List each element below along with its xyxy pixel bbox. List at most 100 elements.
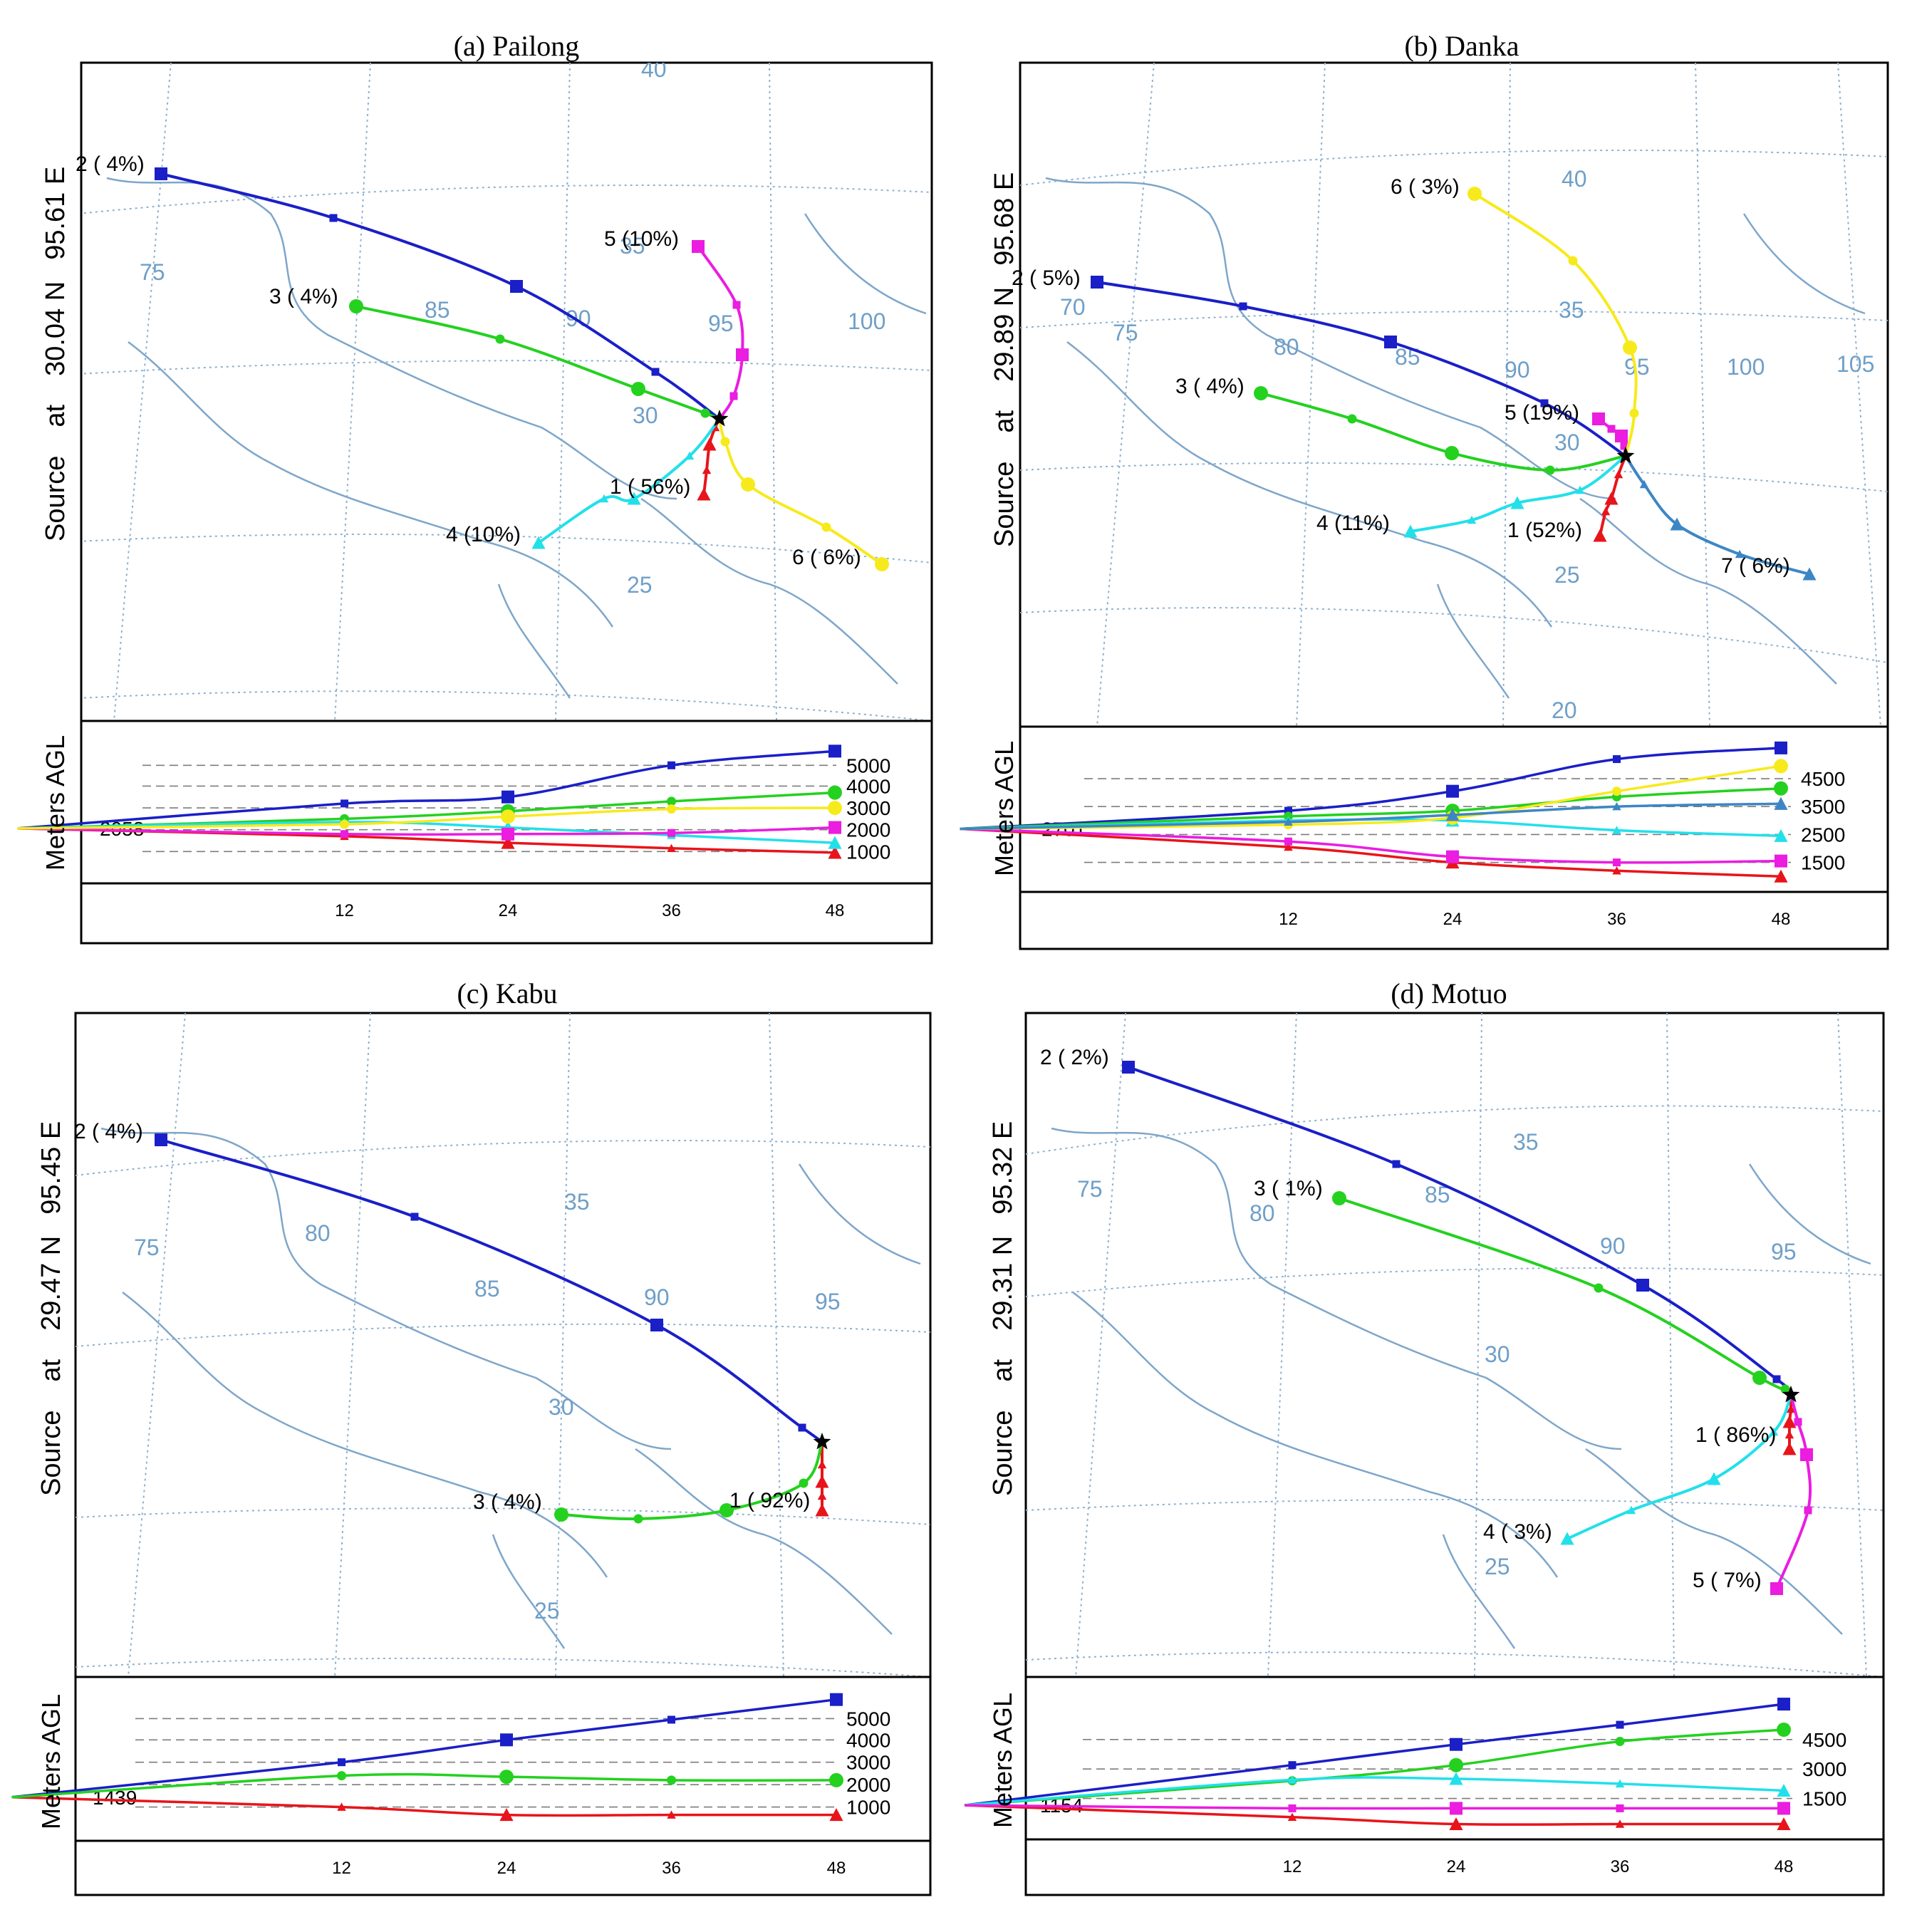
traj-label-3: 3 ( 4%) [473, 1490, 542, 1514]
height-marker-4 [1774, 829, 1788, 842]
traj-label-2: 2 ( 5%) [1012, 266, 1081, 290]
map-frame [1019, 61, 1889, 728]
height-marker-2 [1450, 1738, 1462, 1751]
height-marker-6 [1774, 759, 1788, 774]
trajectory-5-marker [1770, 1582, 1783, 1595]
trajectory-5-marker [1804, 1506, 1812, 1515]
height-marker-2 [828, 744, 841, 758]
panel-kabu: (c) Kabu 75 80 85 90 95 35 30 25 2 ( 4%) 3 ( 4%… [11, 977, 932, 1896]
longitude-gridline [1666, 1013, 1675, 1677]
graticule-label: 30 [633, 402, 658, 428]
trajectory-5-marker [1794, 1418, 1802, 1426]
graticule-label: 90 [644, 1284, 670, 1310]
height-marker-5 [1446, 850, 1459, 863]
latitude-gridline [1026, 1651, 1884, 1677]
source-word: Source [988, 1411, 1018, 1496]
trajectory-1-marker [1782, 1442, 1797, 1455]
hour-tick-label: 24 [1443, 910, 1462, 929]
height-marker-2 [341, 799, 348, 808]
traj-label-2: 2 ( 4%) [74, 1120, 143, 1143]
height-line-2 [960, 747, 1782, 831]
hour-tick-label: 12 [1279, 910, 1298, 929]
height-tick-label: 4500 [1801, 768, 1845, 790]
graticule-label: 75 [140, 259, 165, 285]
trajectory-2 [1128, 1066, 1794, 1396]
hour-tick-label: 12 [332, 1859, 351, 1878]
height-marker-5 [1777, 1802, 1790, 1815]
coastline [128, 341, 614, 628]
graticule-label: 25 [534, 1598, 560, 1624]
trajectory-labels: 2 ( 4%) 3 ( 4%) 1 ( 92%) [74, 1120, 810, 1514]
graticule-label: 90 [1600, 1233, 1626, 1259]
trajectory-2-marker [651, 368, 660, 376]
graticule-label: 25 [1485, 1554, 1510, 1579]
traj-label-3: 3 ( 1%) [1254, 1177, 1323, 1200]
coastline [1748, 1163, 1871, 1265]
source-label: Source at 29.31 N 95.32 E [988, 1121, 1018, 1496]
trajectory-6-marker [720, 437, 730, 447]
start-height-label: 2701 [1041, 819, 1086, 841]
coastline [640, 497, 898, 685]
graticule-label: 25 [627, 572, 653, 598]
trajectory-2-marker [1091, 276, 1103, 289]
latitude-gridline [76, 1140, 930, 1176]
traj-label-4: 4 (10%) [446, 523, 521, 546]
source-at: at [36, 1359, 66, 1381]
traj-label-1: 1 ( 86%) [1695, 1423, 1776, 1447]
longitude-gridline [555, 63, 571, 721]
height-marker-6 [501, 809, 515, 824]
trajectory-4 [1567, 1394, 1792, 1540]
trajectories [1091, 187, 1817, 581]
traj-label-6: 6 ( 3%) [1391, 175, 1460, 199]
trajectory-3-marker [631, 382, 645, 396]
height-line-5 [17, 826, 836, 836]
height-marker-6 [340, 819, 349, 829]
trajectory-1-marker [815, 1503, 829, 1517]
trajectory-5-marker [692, 240, 705, 253]
graticule-label: 95 [815, 1289, 841, 1314]
trajectory-1-marker [817, 1491, 827, 1500]
trajectory-2-marker [650, 1319, 663, 1331]
height-marker-3 [1774, 781, 1788, 796]
graticule-label: 80 [305, 1220, 331, 1246]
trajectory-4-marker [1769, 1427, 1779, 1436]
trajectory-6-marker [1568, 256, 1578, 266]
trajectory-4-marker [1626, 1505, 1636, 1515]
height-tick-label: 2000 [846, 1774, 890, 1796]
height-marker-6 [1612, 786, 1621, 796]
trajectory-3 [355, 305, 720, 420]
trajectory-4-marker [1510, 496, 1524, 509]
trajectory-4-marker [1403, 524, 1418, 538]
height-marker-7 [1284, 817, 1293, 826]
trajectory-1-marker [702, 465, 712, 474]
source-word: Source [989, 462, 1019, 547]
graticule-label: 40 [1562, 166, 1587, 192]
source-label: Source at 29.47 N 95.45 E [36, 1121, 66, 1496]
trajectory-3-marker [1780, 1384, 1790, 1394]
trajectory-5-marker [732, 301, 741, 309]
height-line-5 [964, 1804, 1784, 1810]
graticule-label: 90 [1505, 357, 1530, 383]
longitude-gridline [334, 1013, 371, 1677]
svg-text:Sourceat29.31 N95.32 E: Source at 29.31 N 95.32 E [988, 1121, 1018, 1496]
height-marker-1 [667, 843, 676, 853]
traj-label-6: 6 ( 6%) [792, 546, 861, 569]
trajectory-6-marker [1629, 408, 1639, 418]
trajectory-3-marker [633, 1514, 643, 1524]
hour-tick-label: 48 [1775, 1857, 1794, 1876]
coastline [1066, 341, 1553, 628]
graticule-label: 80 [1274, 334, 1299, 360]
longitude-gridline [1502, 63, 1511, 727]
trajectory-6-marker [821, 522, 831, 532]
height-marker-5 [341, 830, 348, 838]
trajectory-4-marker [1707, 1472, 1721, 1485]
graticule-label: 30 [549, 1394, 574, 1420]
height-marker-1 [499, 1808, 514, 1822]
trajectory-3-marker [1445, 446, 1459, 460]
height-marker-4 [1777, 1783, 1791, 1797]
trajectory-4-marker [685, 451, 695, 460]
